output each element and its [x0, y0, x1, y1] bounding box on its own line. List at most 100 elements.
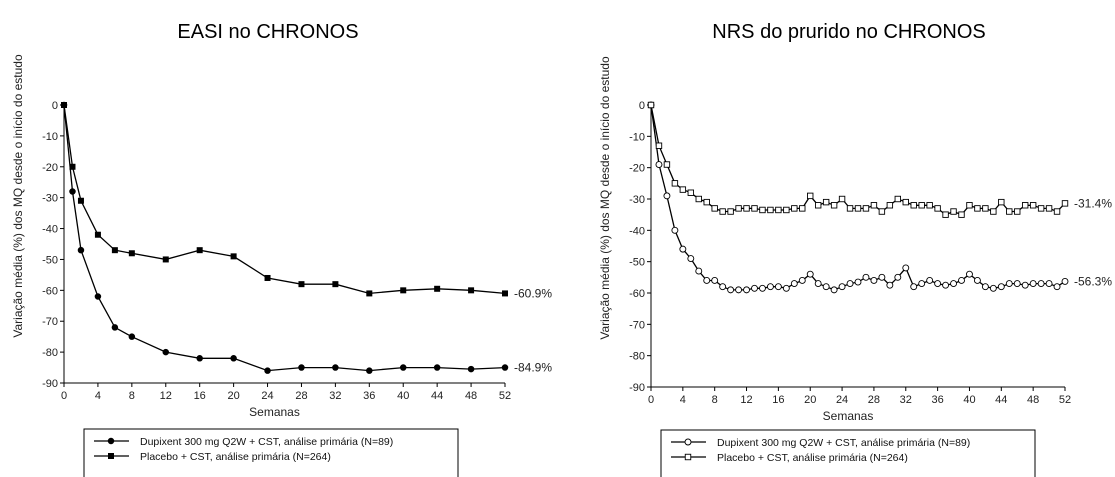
series-1 [60, 101, 509, 374]
y-tick-label: -80 [629, 351, 645, 363]
data-point [798, 277, 806, 284]
data-point [902, 198, 909, 206]
data-point [687, 189, 695, 196]
data-point [934, 205, 941, 212]
data-point [775, 206, 782, 214]
data-point [830, 286, 838, 294]
data-point [69, 163, 76, 170]
y-tick-label: -70 [42, 316, 58, 328]
data-point [814, 202, 822, 209]
x-tick-label: 4 [95, 390, 101, 402]
data-point [434, 285, 441, 292]
data-point [1005, 280, 1013, 288]
x-tick-label: 0 [61, 390, 67, 402]
data-point [162, 256, 169, 263]
legend: Dupixent 300 mg Q2W + CST, análise primá… [660, 429, 1036, 477]
x-axis-label: Semanas [823, 409, 874, 423]
x-tick-label: 28 [295, 390, 307, 402]
x-tick-label: 24 [261, 390, 273, 402]
series-line [63, 104, 506, 295]
data-point [838, 195, 846, 203]
data-point [1045, 280, 1053, 288]
x-tick-label: 48 [465, 390, 477, 402]
legend-label: Placebo + CST, análise primária (N=264) [140, 451, 331, 463]
legend-marker [684, 453, 692, 461]
data-point [230, 355, 237, 362]
end-value-label: -31.4% [1074, 196, 1112, 210]
data-point [806, 270, 814, 278]
data-point [997, 283, 1005, 291]
data-point [399, 364, 407, 371]
data-point [966, 202, 973, 209]
data-point [671, 180, 679, 187]
data-point [400, 287, 407, 294]
data-point [332, 281, 339, 288]
data-point [687, 255, 695, 262]
x-tick-label: 0 [648, 394, 654, 406]
data-point [196, 247, 203, 254]
data-point [647, 101, 655, 109]
data-point [663, 161, 671, 168]
data-point [838, 283, 846, 291]
y-tick-label: -90 [42, 378, 58, 390]
x-tick-label: 8 [129, 390, 135, 402]
data-point [966, 270, 973, 278]
data-point [854, 205, 862, 212]
x-tick-label: 12 [740, 394, 752, 406]
data-point [759, 206, 766, 214]
data-point [918, 280, 926, 288]
data-point [894, 195, 902, 203]
data-point [958, 277, 965, 284]
data-point [719, 208, 726, 215]
data-point [695, 267, 703, 275]
data-point [1045, 205, 1053, 212]
data-point [1013, 280, 1021, 288]
end-value-label: -60.9% [514, 286, 552, 300]
data-point [679, 245, 687, 253]
data-point [846, 280, 854, 288]
series-2 [647, 101, 1069, 218]
data-point [870, 202, 878, 209]
y-tick-label: -60 [42, 285, 58, 297]
data-point [1006, 208, 1013, 215]
data-point [926, 277, 934, 284]
x-tick-label: 40 [963, 394, 975, 406]
data-point [77, 197, 84, 204]
legend-label: Dupixent 300 mg Q2W + CST, análise primá… [717, 437, 970, 449]
data-point [791, 205, 798, 212]
data-point [886, 281, 894, 289]
y-tick-label: -10 [42, 131, 58, 143]
data-point [767, 206, 774, 214]
data-point [974, 205, 981, 212]
data-point [1021, 202, 1029, 209]
x-tick-label: 36 [931, 394, 943, 406]
data-point [862, 205, 870, 212]
data-point [1021, 281, 1029, 289]
y-tick-label: -40 [42, 224, 58, 236]
data-point [711, 277, 719, 284]
data-point [128, 333, 136, 340]
data-point [894, 273, 902, 281]
data-point [663, 192, 671, 200]
data-point [162, 348, 170, 356]
data-point [695, 195, 702, 203]
data-point [298, 364, 305, 371]
data-point [830, 202, 838, 209]
data-point [366, 290, 373, 297]
data-point [910, 202, 917, 209]
series-line [650, 104, 1066, 291]
chart-title: NRS do prurido no CHRONOS [712, 21, 985, 43]
data-point [94, 231, 101, 238]
data-point [862, 273, 870, 281]
data-point [846, 205, 854, 212]
data-point [751, 205, 758, 212]
y-axis-label: Variação média (%) dos MQ desde o início… [598, 56, 612, 340]
data-point [878, 208, 886, 215]
data-point [973, 277, 981, 284]
data-point [782, 284, 790, 292]
y-tick-label: -20 [629, 163, 645, 175]
data-point [981, 283, 989, 291]
x-tick-label: 16 [772, 394, 784, 406]
data-point [934, 280, 942, 288]
data-point [989, 284, 997, 292]
